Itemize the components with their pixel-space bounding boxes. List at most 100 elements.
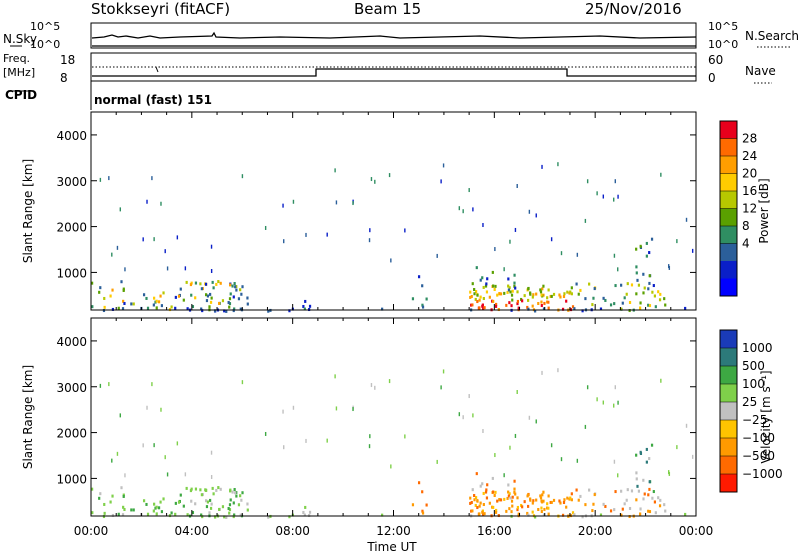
echo-cell bbox=[388, 173, 391, 178]
echo-cell bbox=[152, 303, 155, 307]
xtick-label: 20:00 bbox=[578, 524, 613, 538]
echo-cell bbox=[577, 292, 580, 296]
echo-cell bbox=[496, 499, 499, 503]
echo-cell bbox=[99, 383, 102, 388]
echo-cell bbox=[635, 271, 638, 275]
echo-cell bbox=[614, 284, 617, 288]
colorbar-segment bbox=[720, 438, 737, 456]
colorbar-segment bbox=[720, 402, 737, 420]
echo-cell bbox=[523, 500, 526, 504]
colorbar-segment bbox=[720, 191, 737, 209]
echo-cell bbox=[404, 434, 406, 439]
colorbar-segment bbox=[720, 156, 737, 174]
echo-cell bbox=[613, 302, 616, 306]
echo-cell bbox=[535, 498, 538, 502]
echo-cell bbox=[308, 304, 312, 308]
echo-cell bbox=[102, 515, 106, 519]
echo-cell bbox=[239, 494, 242, 498]
echo-cell bbox=[517, 306, 520, 310]
echo-cell bbox=[602, 194, 605, 199]
echo-cell bbox=[494, 304, 498, 308]
echo-cell bbox=[527, 513, 530, 517]
velocity-data-cells bbox=[91, 368, 694, 519]
echo-cell bbox=[648, 274, 651, 278]
power-colorbar: 28 24 20 16 12 8 4 bbox=[719, 120, 757, 297]
echo-cell bbox=[462, 415, 464, 420]
echo-cell bbox=[636, 484, 639, 488]
echo-cell bbox=[176, 235, 179, 240]
echo-cell bbox=[625, 498, 628, 502]
ytick-label: 2000 bbox=[56, 427, 87, 441]
echo-cell bbox=[506, 290, 509, 294]
echo-cell bbox=[234, 491, 237, 495]
echo-cell bbox=[160, 510, 164, 514]
echo-cell bbox=[493, 287, 496, 291]
echo-cell bbox=[542, 490, 545, 494]
echo-cell bbox=[474, 503, 477, 507]
echo-cell bbox=[599, 513, 603, 517]
echo-cell bbox=[630, 283, 634, 287]
echo-cell bbox=[619, 513, 623, 517]
echo-cell bbox=[511, 504, 514, 508]
echo-cell bbox=[647, 493, 650, 497]
echo-cell bbox=[476, 499, 479, 503]
echo-cell bbox=[492, 490, 495, 494]
echo-cell bbox=[526, 305, 529, 309]
echo-cell bbox=[205, 505, 209, 509]
echo-cell bbox=[570, 498, 573, 502]
echo-cell bbox=[390, 258, 392, 263]
echo-cell bbox=[513, 281, 516, 285]
echo-cell bbox=[425, 297, 428, 301]
echo-cell bbox=[213, 309, 217, 313]
echo-cell bbox=[116, 245, 119, 250]
echo-cell bbox=[599, 307, 603, 311]
cpid-label: CPID bbox=[5, 88, 37, 102]
echo-cell bbox=[215, 488, 218, 492]
echo-cell bbox=[546, 502, 549, 506]
echo-cell bbox=[411, 297, 415, 301]
echo-cell bbox=[531, 295, 534, 299]
echo-cell bbox=[470, 303, 473, 307]
echo-cell bbox=[547, 506, 550, 510]
echo-cell bbox=[212, 492, 215, 496]
echo-cell bbox=[228, 508, 232, 512]
echo-cell bbox=[527, 287, 530, 291]
echo-cell bbox=[204, 282, 208, 286]
colorbar-segment bbox=[720, 384, 737, 402]
echo-cell bbox=[539, 290, 543, 294]
echo-cell bbox=[516, 302, 519, 306]
echo-cell bbox=[561, 513, 565, 517]
nsky-label: N.Sky bbox=[3, 32, 37, 46]
echo-cell bbox=[241, 285, 244, 289]
nsearch-tick-low: 10^0 bbox=[708, 38, 738, 51]
echo-cell bbox=[586, 179, 589, 184]
echo-cell bbox=[369, 228, 371, 233]
echo-cell bbox=[546, 300, 549, 304]
echo-cell bbox=[468, 188, 470, 193]
echo-cell bbox=[550, 237, 553, 242]
colorbar-tick-label: 25 bbox=[742, 395, 757, 409]
echo-cell bbox=[588, 282, 591, 286]
echo-cell bbox=[146, 512, 150, 516]
nsky-trace bbox=[91, 31, 697, 39]
echo-cell bbox=[663, 503, 666, 507]
echo-cell bbox=[473, 292, 476, 296]
echo-cell bbox=[91, 511, 94, 515]
echo-cell bbox=[546, 296, 549, 300]
echo-cell bbox=[288, 309, 291, 313]
echo-cell bbox=[535, 213, 537, 218]
echo-cell bbox=[352, 407, 354, 412]
echo-cell bbox=[483, 306, 486, 310]
ytick-label: 4000 bbox=[56, 335, 87, 349]
echo-cell bbox=[160, 304, 164, 308]
echo-cell bbox=[614, 490, 617, 494]
echo-cell bbox=[421, 303, 424, 307]
echo-cell bbox=[571, 511, 575, 515]
echo-cell bbox=[657, 290, 660, 294]
echo-cell bbox=[509, 445, 511, 450]
echo-cell bbox=[142, 443, 144, 448]
echo-cell bbox=[664, 509, 667, 513]
echo-cell bbox=[237, 297, 241, 301]
echo-cell bbox=[231, 284, 234, 288]
echo-cell bbox=[142, 237, 144, 242]
